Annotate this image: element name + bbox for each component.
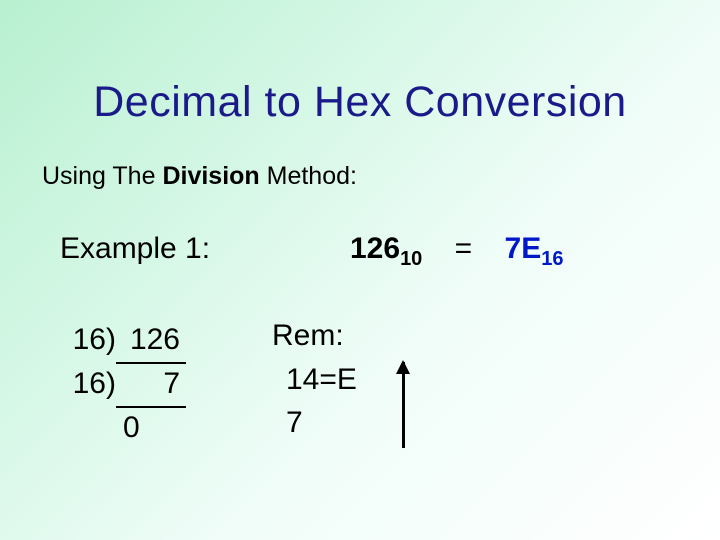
paren-1: ) — [106, 318, 116, 362]
equation-number: 126 — [350, 232, 400, 265]
subtitle-suffix: Method: — [260, 162, 357, 190]
slide-title: Decimal to Hex Conversion — [0, 78, 720, 127]
divisor-1: 16 — [64, 318, 106, 362]
division-row-3: 0 — [64, 406, 186, 450]
final-quotient: 0 — [64, 406, 140, 450]
dividend-1: 126 — [116, 318, 186, 364]
remainder-column: Rem: 14=E 7 — [272, 314, 357, 445]
subtitle: Using The Division Method: — [42, 162, 357, 191]
equals-sign: = — [455, 232, 473, 265]
subtitle-bold: Division — [162, 162, 259, 190]
remainder-2: 7 — [272, 401, 357, 445]
subtitle-prefix: Using The — [42, 162, 162, 190]
remainder-1: 14=E — [272, 358, 357, 402]
divisor-2: 16 — [64, 362, 106, 406]
equation-number-base: 10 — [400, 248, 422, 270]
equation: 12610 = 7E16 — [350, 232, 563, 271]
equation-result: 7E — [505, 232, 542, 265]
example-label: Example 1: — [60, 232, 210, 266]
remainder-label: Rem: — [272, 314, 357, 358]
equation-result-base: 16 — [541, 248, 563, 270]
division-row-2: 16)7 — [64, 362, 186, 406]
division-work: 16)126 16)7 0 — [64, 318, 186, 450]
up-arrow-icon — [402, 362, 405, 448]
paren-2: ) — [106, 362, 116, 406]
dividend-2: 7 — [116, 362, 186, 408]
division-row-1: 16)126 — [64, 318, 186, 362]
